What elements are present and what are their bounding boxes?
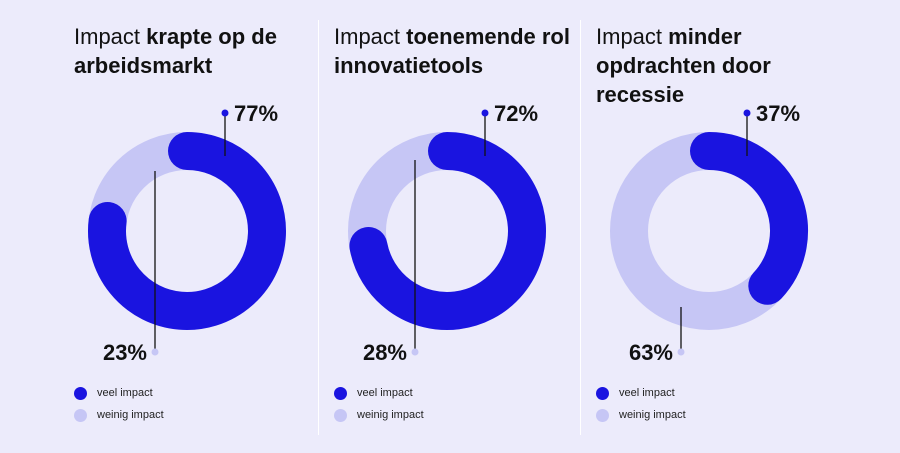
donut-chart: 72% 28% bbox=[348, 101, 546, 365]
callout-dot-weinig bbox=[677, 348, 685, 356]
chart-legend: veel impact weinig impact bbox=[334, 382, 424, 426]
chart-legend: veel impact weinig impact bbox=[74, 382, 164, 426]
legend-swatch-veel bbox=[74, 386, 87, 400]
legend-label-veel: veel impact bbox=[619, 387, 675, 399]
legend-swatch-veel bbox=[596, 386, 609, 400]
donut-slice-veel bbox=[349, 132, 546, 330]
chart-title: Impact toenemende rol innovatietools bbox=[334, 22, 574, 80]
callout-dot-veel bbox=[481, 109, 489, 117]
legend-item-weinig: weinig impact bbox=[74, 404, 164, 426]
legend-item-weinig: weinig impact bbox=[334, 404, 424, 426]
legend-item-weinig: weinig impact bbox=[596, 404, 686, 426]
data-label-weinig: 63% bbox=[629, 340, 673, 365]
legend-label-veel: veel impact bbox=[97, 387, 153, 399]
data-label-veel: 77% bbox=[234, 101, 278, 126]
chart-title: Impact krapte op de arbeidsmarkt bbox=[74, 22, 314, 80]
chart-title-bold: minder opdrachten door recessie bbox=[596, 24, 771, 107]
legend-swatch-veel bbox=[334, 386, 347, 400]
data-label-weinig: 23% bbox=[103, 340, 147, 365]
callout-dot-veel bbox=[221, 109, 229, 117]
chart-title-light: Impact bbox=[596, 24, 663, 49]
donut-slice-veel bbox=[88, 132, 286, 330]
data-label-veel: 37% bbox=[756, 101, 800, 126]
callout-dot-weinig bbox=[411, 348, 419, 356]
legend-item-veel: veel impact bbox=[334, 382, 424, 404]
donut-slice-veel bbox=[690, 132, 808, 305]
donut-chart: 37% 63% bbox=[610, 101, 808, 365]
legend-swatch-weinig bbox=[334, 408, 347, 422]
legend-swatch-weinig bbox=[74, 408, 87, 422]
chart-panel-krapte: Impact krapte op de arbeidsmarkt 77% 23% … bbox=[62, 0, 322, 453]
callout-dot-veel bbox=[743, 109, 751, 117]
callout-dot-weinig bbox=[151, 348, 159, 356]
data-label-weinig: 28% bbox=[363, 340, 407, 365]
legend-swatch-weinig bbox=[596, 408, 609, 422]
chart-title-light: Impact bbox=[334, 24, 401, 49]
chart-title-bold: krapte op de arbeidsmarkt bbox=[74, 24, 277, 78]
chart-title: Impact minder opdrachten door recessie bbox=[596, 22, 836, 109]
chart-panel-innovatietools: Impact toenemende rol innovatietools 72%… bbox=[322, 0, 582, 453]
donut-chart: 77% 23% bbox=[88, 101, 286, 365]
legend-label-weinig: weinig impact bbox=[619, 409, 686, 421]
panel-divider bbox=[318, 20, 319, 435]
chart-title-light: Impact bbox=[74, 24, 141, 49]
panel-divider bbox=[580, 20, 581, 435]
legend-label-veel: veel impact bbox=[357, 387, 413, 399]
chart-legend: veel impact weinig impact bbox=[596, 382, 686, 426]
legend-item-veel: veel impact bbox=[596, 382, 686, 404]
legend-label-weinig: weinig impact bbox=[97, 409, 164, 421]
chart-title-bold: toenemende rol innovatietools bbox=[334, 24, 570, 78]
legend-label-weinig: weinig impact bbox=[357, 409, 424, 421]
legend-item-veel: veel impact bbox=[74, 382, 164, 404]
data-label-veel: 72% bbox=[494, 101, 538, 126]
chart-panel-recessie: Impact minder opdrachten door recessie 3… bbox=[584, 0, 844, 453]
